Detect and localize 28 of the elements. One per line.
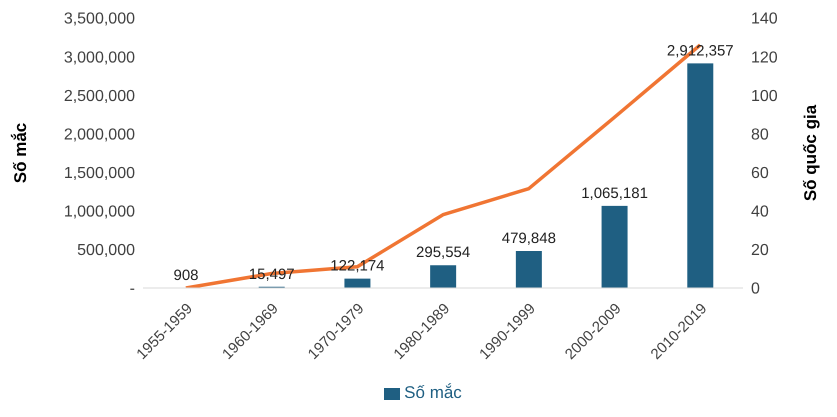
y-tick-label: 500,000 <box>77 242 136 260</box>
y-tick-label: - <box>130 280 135 298</box>
y2-axis-title: Số quốc gia <box>801 104 820 202</box>
data-label: 908 <box>173 266 199 284</box>
y2-tick-label: 120 <box>751 49 778 66</box>
data-label: 1,065,181 <box>581 184 648 202</box>
bar <box>430 265 456 288</box>
y-tick-label: 2,000,000 <box>64 126 136 144</box>
bar <box>516 250 542 288</box>
data-label: 479,848 <box>502 230 556 247</box>
y-tick-label: 3,000,000 <box>64 49 136 66</box>
legend-label: Số mắc <box>404 383 462 402</box>
y2-tick-label: 60 <box>751 164 769 182</box>
data-label: 295,554 <box>416 244 470 262</box>
y-tick-label: 3,500,000 <box>64 10 136 28</box>
bar <box>602 206 628 288</box>
y-tick-label: 1,500,000 <box>64 164 136 182</box>
y2-tick-label: 80 <box>751 126 769 144</box>
y-axis-title: Số mắc <box>10 122 30 184</box>
y2-tick-label: 140 <box>751 10 778 28</box>
y2-tick-label: 40 <box>751 204 769 221</box>
y2-tick-label: 20 <box>751 242 769 260</box>
y2-tick-label: 0 <box>751 280 760 298</box>
y-tick-label: 2,500,000 <box>64 88 136 105</box>
y-tick-label: 1,000,000 <box>64 204 136 221</box>
y2-tick-label: 100 <box>751 88 778 105</box>
bar <box>687 63 714 288</box>
bar <box>344 278 370 288</box>
